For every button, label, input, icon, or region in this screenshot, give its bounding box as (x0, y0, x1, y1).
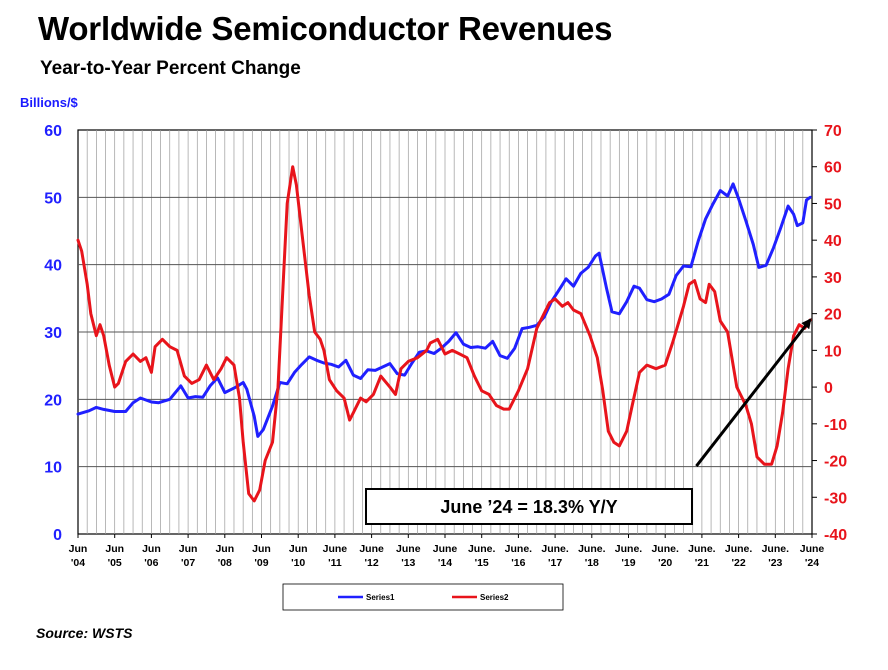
left-axis-tick-label: 50 (44, 190, 62, 207)
x-axis-tick-label-year: '13 (401, 557, 415, 569)
right-axis-tick-label: -40 (824, 527, 847, 544)
x-axis-tick-label-year: '09 (254, 557, 268, 569)
right-axis-tick-label: -30 (824, 490, 847, 507)
legend: Series1 Series2 (282, 583, 564, 611)
x-axis-tick-label-year: '10 (291, 557, 305, 569)
x-axis-tick-label-month: June. (578, 543, 606, 555)
right-axis-ticks: -40 -30 -20 -10 0 10 20 30 40 50 60 70 (812, 123, 847, 544)
x-axis-tick-label-month: Jun (179, 543, 198, 555)
x-axis-tick-label-month: June. (468, 543, 496, 555)
x-axis-tick-label-year: '17 (548, 557, 562, 569)
right-axis-tick-label: 10 (824, 343, 842, 360)
right-axis-tick-label: 30 (824, 270, 842, 287)
annotation-layer: June ’24 = 18.3% Y/Y (365, 318, 812, 525)
x-axis-tick-label-year: '22 (732, 557, 746, 569)
source-note: Source: WSTS (36, 625, 133, 641)
x-axis-tick-label-month: June (800, 543, 825, 555)
right-axis-tick-label: 60 (824, 160, 842, 177)
x-axis-tick-label-year: '06 (144, 557, 158, 569)
right-axis-tick-label: 50 (824, 196, 842, 213)
x-axis-tick-label-month: June. (651, 543, 679, 555)
right-axis-tick-label: 40 (824, 233, 842, 250)
x-axis-ticks: Jun '04 Jun '05 Jun '06 Jun '07 Jun '08 Jun '09 Jun '… (69, 534, 825, 569)
horizontal-gridlines (78, 196, 812, 468)
right-axis-tick-label: 0 (824, 380, 833, 397)
x-axis-tick-label-month: Jun (215, 543, 234, 555)
x-axis-tick-label-month: June. (505, 543, 533, 555)
x-axis-tick-label-year: '24 (805, 557, 819, 569)
x-axis-tick-label-year: '14 (438, 557, 452, 569)
x-axis-tick-label-month: June. (762, 543, 790, 555)
x-axis-tick-label-year: '19 (621, 557, 635, 569)
left-axis-tick-label: 0 (53, 527, 62, 544)
x-axis-tick-label-month: June. (688, 543, 716, 555)
left-axis-tick-label: 20 (44, 392, 62, 409)
x-axis-tick-label-month: Jun (105, 543, 124, 555)
annotation-arrow (695, 318, 812, 467)
right-axis-tick-label: 70 (824, 123, 842, 140)
x-axis-tick-label-year: '21 (695, 557, 709, 569)
series-line-series1 (76, 182, 812, 438)
left-axis-ticks: 0 10 20 30 40 50 60 (44, 123, 62, 544)
x-axis-tick-label-year: '16 (511, 557, 525, 569)
legend-box (282, 583, 564, 611)
series-layer (76, 165, 812, 503)
x-axis-tick-label-month: June (359, 543, 384, 555)
annotation-text: June ’24 = 18.3% Y/Y (440, 497, 617, 517)
x-axis-tick-label-month: June. (615, 543, 643, 555)
x-axis-tick-label-month: Jun (289, 543, 308, 555)
x-axis-tick-label-year: '04 (71, 557, 85, 569)
right-axis-tick-label: 20 (824, 307, 842, 324)
x-axis-tick-label-month: June (323, 543, 348, 555)
x-axis-tick-label-year: '18 (585, 557, 599, 569)
right-axis-tick-label: -10 (824, 417, 847, 434)
x-axis-tick-label-year: '15 (475, 557, 489, 569)
x-axis-tick-label-year: '20 (658, 557, 672, 569)
series-line-series2 (76, 165, 812, 503)
x-axis-tick-label-month: June (433, 543, 458, 555)
chart-title: Worldwide Semiconductor Revenues (38, 10, 613, 47)
right-axis-tick-label: -20 (824, 454, 847, 471)
left-axis-tick-label: 30 (44, 325, 62, 342)
x-axis-tick-label-month: June. (725, 543, 753, 555)
x-axis-tick-label-month: June. (541, 543, 569, 555)
left-axis-tick-label: 10 (44, 460, 62, 477)
annotation-box (365, 488, 693, 525)
x-axis-tick-label-month: June (396, 543, 421, 555)
left-axis-tick-label: 40 (44, 258, 62, 275)
x-axis-tick-label-year: '23 (768, 557, 782, 569)
left-axis-tick-label: 60 (44, 123, 62, 140)
legend-label-series1: Series1 (366, 593, 395, 602)
x-axis-tick-label-month: Jun (252, 543, 271, 555)
x-axis-tick-label-year: '07 (181, 557, 195, 569)
x-axis-tick-label-year: '11 (328, 557, 342, 569)
legend-label-series2: Series2 (480, 593, 509, 602)
x-axis-tick-label-month: Jun (142, 543, 161, 555)
x-axis-tick-label-year: '08 (218, 557, 232, 569)
x-axis-tick-label-year: '12 (365, 557, 379, 569)
x-axis-tick-label-month: Jun (69, 543, 88, 555)
x-axis-tick-label-year: '05 (108, 557, 122, 569)
chart-subtitle: Year-to-Year Percent Change (40, 58, 301, 79)
left-axis-label: Billions/$ (20, 95, 78, 110)
